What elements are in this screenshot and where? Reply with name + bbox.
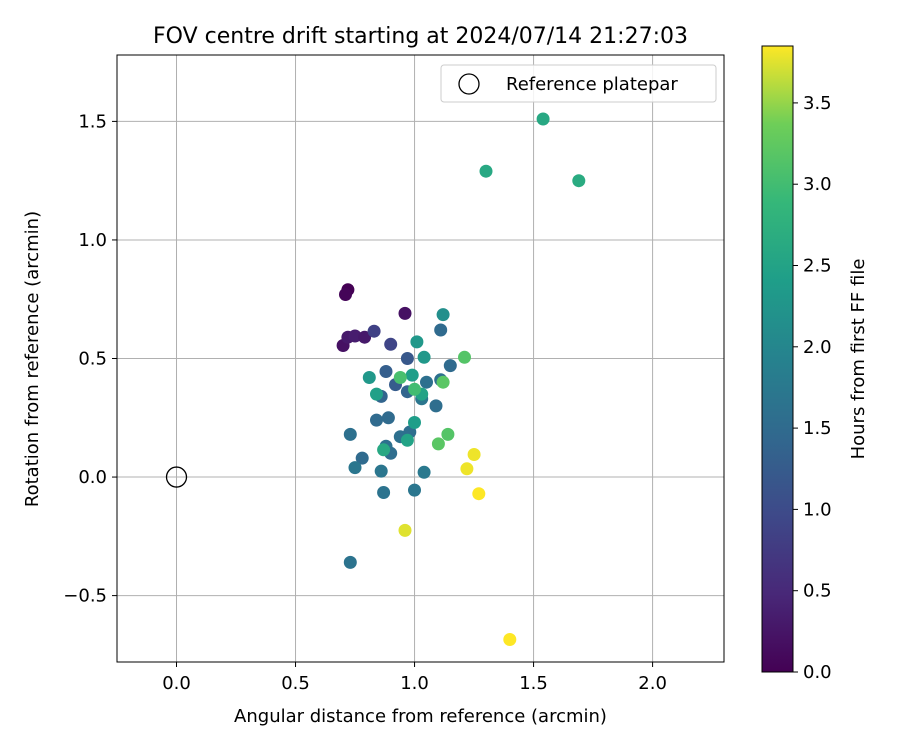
data-point	[458, 350, 471, 364]
data-point	[370, 413, 383, 427]
colorbar: 0.0 0.5 1.0 1.5 2.0 2.5 3.0 3.5 Hours from firs…	[761, 45, 869, 683]
data-point	[381, 411, 395, 425]
colorbar-tick-label: 3.5	[803, 93, 832, 114]
data-point	[348, 329, 362, 343]
scatter-points	[165, 112, 586, 646]
data-point	[408, 483, 421, 497]
colorbar-tick-label: 1.0	[803, 499, 832, 520]
x-tick-label: 2.0	[638, 673, 667, 694]
data-point	[355, 451, 369, 465]
data-point	[384, 337, 398, 351]
grid	[117, 55, 724, 662]
data-point	[503, 633, 517, 646]
y-axis-label: Rotation from reference (arcmin)	[22, 211, 43, 507]
plot-frame	[116, 54, 725, 663]
data-point	[410, 335, 424, 349]
data-point	[398, 523, 412, 537]
colorbar-tick-label: 1.5	[803, 418, 832, 439]
data-point	[536, 112, 550, 126]
legend-marker	[458, 73, 480, 95]
colorbar-tick-label: 2.5	[803, 256, 832, 277]
data-point	[343, 427, 357, 441]
data-point	[358, 330, 372, 344]
data-point	[398, 306, 412, 320]
data-point	[479, 164, 493, 178]
data-point	[400, 352, 414, 365]
y-tick-label: 1.5	[78, 111, 107, 132]
x-tick-label: 1.0	[400, 673, 429, 694]
data-point	[467, 448, 481, 461]
y-tick-label: 0.0	[78, 467, 107, 488]
data-point	[420, 375, 433, 389]
data-point	[362, 371, 376, 384]
data-point	[408, 416, 421, 429]
data-point	[460, 462, 474, 476]
data-point	[417, 465, 431, 479]
y-tick-label: −0.5	[63, 586, 107, 607]
data-point	[367, 324, 381, 338]
data-point	[429, 399, 443, 413]
data-point	[370, 387, 383, 401]
x-axis-label: Angular distance from reference (arcmin)	[234, 706, 607, 727]
axis-ticks: 0.0 0.5 1.0 1.5 2.0 −0.5 0.0 0.5 1.0 1.5	[63, 111, 667, 694]
y-tick-label: 0.5	[78, 349, 107, 370]
colorbar-tick-label: 2.0	[803, 337, 832, 358]
data-point	[443, 359, 457, 373]
data-point	[472, 487, 486, 501]
data-point	[431, 437, 445, 451]
data-point	[339, 288, 352, 301]
data-point	[393, 371, 407, 384]
legend-box	[440, 64, 717, 103]
colorbar-tick-label: 0.0	[803, 662, 832, 683]
data-point	[348, 461, 362, 475]
legend-label: Reference platepar	[506, 74, 678, 95]
data-point	[377, 443, 391, 457]
data-point	[408, 382, 421, 396]
data-point	[572, 174, 586, 188]
chart-title: FOV centre drift starting at 2024/07/14 …	[153, 24, 688, 49]
x-tick-label: 0.0	[162, 673, 191, 694]
colorbar-tick-label: 3.0	[803, 174, 832, 195]
data-point	[379, 365, 393, 378]
colorbar-tick-label: 0.5	[803, 581, 832, 602]
x-tick-label: 0.5	[281, 673, 310, 694]
legend: Reference platepar	[440, 64, 717, 103]
data-point	[374, 464, 388, 478]
x-tick-label: 1.5	[519, 673, 548, 694]
data-point	[436, 375, 450, 389]
data-point	[434, 323, 448, 337]
data-point	[377, 486, 391, 499]
reference-point	[165, 466, 188, 488]
colorbar-ticks: 0.0 0.5 1.0 1.5 2.0 2.5 3.0 3.5	[793, 93, 832, 683]
data-point	[343, 555, 357, 569]
data-point	[436, 308, 450, 322]
colorbar-gradient	[761, 45, 794, 673]
data-point	[405, 368, 419, 382]
data-point	[441, 427, 455, 441]
colorbar-label: Hours from first FF file	[848, 259, 869, 460]
data-point	[417, 350, 431, 364]
data-point	[400, 433, 414, 447]
y-tick-label: 1.0	[78, 230, 107, 251]
